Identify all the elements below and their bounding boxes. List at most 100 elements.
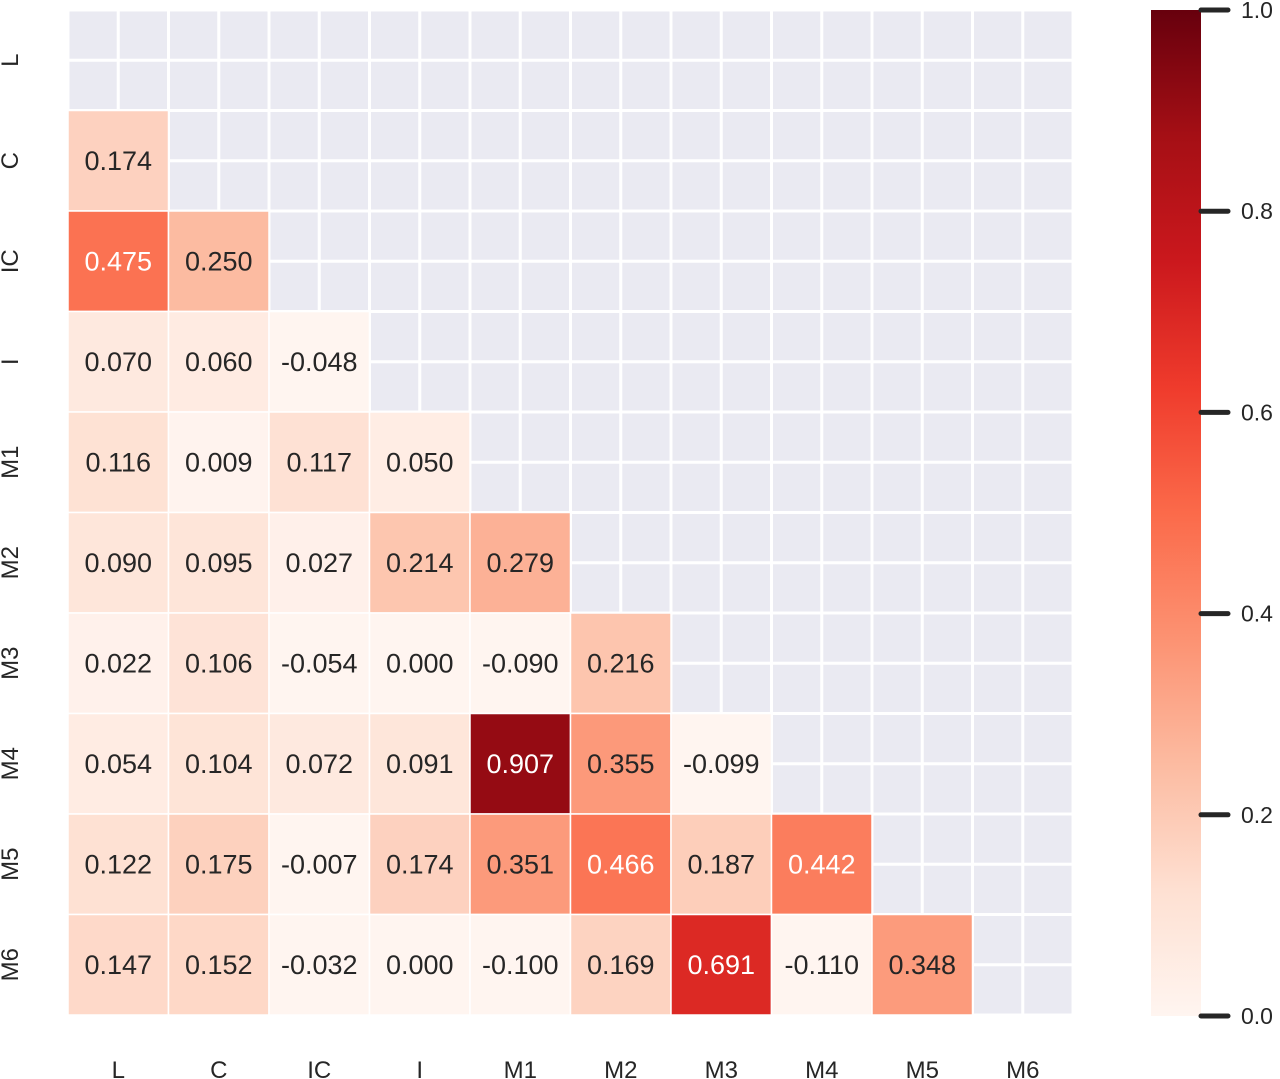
cell-value-label: 0.050	[386, 447, 454, 477]
cell-value-label: 0.060	[185, 347, 253, 377]
heatmap-cell-M3-IC	[268, 612, 371, 715]
heatmap-cell-M3-M1	[469, 612, 572, 715]
cell-value-label: 0.691	[687, 950, 755, 980]
cell-value-label: 0.214	[386, 548, 454, 578]
cell-value-label: -0.100	[482, 950, 559, 980]
heatmap-cell-M6-C	[167, 913, 270, 1016]
colorbar-tick-label: 0.0	[1241, 1003, 1273, 1029]
y-tick-label: I	[0, 358, 24, 365]
cell-value-label: 0.475	[84, 246, 152, 276]
cell-value-label: 0.022	[84, 648, 152, 678]
heatmap-cell-M6-M3	[670, 913, 773, 1016]
cell-value-label: 0.117	[286, 447, 352, 477]
heatmap-cell-M4-M2	[569, 712, 672, 815]
heatmap-cell-M5-M3	[670, 813, 773, 916]
heatmap-cell-I-C	[167, 310, 270, 413]
heatmap-cell-I-L	[67, 310, 170, 413]
colorbar-gradient	[1151, 10, 1201, 1016]
y-tick-label: IC	[0, 249, 24, 273]
cell-value-label: 0.091	[386, 749, 454, 779]
cell-value-label: 0.279	[486, 548, 554, 578]
colorbar-tick-label: 0.2	[1241, 802, 1273, 828]
heatmap-cell-M4-C	[167, 712, 270, 815]
heatmap-cells: 0.174 0.475 0.250 0.070 0.060 -0.048 0.116 0.00…	[67, 109, 974, 1016]
heatmap-cell-I-IC	[268, 310, 371, 413]
heatmap-cell-IC-C	[167, 210, 270, 313]
cell-value-label: 0.116	[85, 447, 151, 477]
colorbar-tick-label: 0.4	[1241, 601, 1273, 627]
heatmap-cell-C-L	[67, 109, 170, 212]
y-tick-label: M2	[0, 546, 24, 579]
cell-value-label: 0.174	[84, 146, 152, 176]
cell-value-label: 0.174	[386, 849, 454, 879]
cell-value-label: 0.216	[587, 648, 655, 678]
heatmap-cell-M1-C	[167, 411, 270, 514]
cell-value-label: 0.000	[386, 950, 454, 980]
y-tick-label: M3	[0, 647, 24, 680]
x-tick-label: M4	[805, 1057, 838, 1079]
y-tick-label: M4	[0, 747, 24, 780]
cell-value-label: 0.351	[486, 849, 554, 879]
cell-value-label: 0.175	[185, 849, 253, 879]
colorbar-tick-label: 0.8	[1241, 198, 1273, 224]
heatmap-cell-M1-L	[67, 411, 170, 514]
x-tick-label: L	[112, 1057, 125, 1079]
heatmap-cell-M1-IC	[268, 411, 371, 514]
cell-value-label: -0.048	[281, 347, 358, 377]
cell-value-label: 0.187	[687, 849, 755, 879]
cell-value-label: -0.090	[482, 648, 559, 678]
cell-value-label: 0.009	[185, 447, 253, 477]
x-tick-label: M1	[504, 1057, 537, 1079]
cell-value-label: 0.122	[84, 849, 152, 879]
heatmap-cell-M5-M4	[770, 813, 873, 916]
x-tick-label: M2	[604, 1057, 637, 1079]
cell-value-label: 0.072	[285, 749, 353, 779]
heatmap-cell-M6-M2	[569, 913, 672, 1016]
cell-value-label: 0.106	[185, 648, 253, 678]
cell-value-label: 0.355	[587, 749, 655, 779]
heatmap-cell-M6-M5	[871, 913, 974, 1016]
y-tick-label: C	[0, 152, 24, 169]
cell-value-label: 0.348	[888, 950, 956, 980]
plot-area: 0.174 0.475 0.250 0.070 0.060 -0.048 0.116 0.00…	[0, 8, 1075, 1079]
cell-value-label: -0.032	[281, 950, 358, 980]
cell-value-label: -0.110	[784, 950, 859, 980]
cell-value-label: 0.104	[185, 749, 253, 779]
heatmap-cell-M5-C	[167, 813, 270, 916]
y-tick-label: M6	[0, 948, 24, 981]
cell-value-label: 0.169	[587, 950, 655, 980]
heatmap-cell-M6-M4	[770, 913, 873, 1016]
cell-value-label: 0.907	[486, 749, 554, 779]
cell-value-label: 0.442	[788, 849, 856, 879]
colorbar: 0.0 0.2 0.4 0.6 0.8 1.0	[1151, 0, 1273, 1029]
x-tick-label: M6	[1006, 1057, 1039, 1079]
heatmap-cell-M6-L	[67, 913, 170, 1016]
y-tick-label: L	[0, 54, 24, 67]
x-tick-label: I	[416, 1057, 423, 1079]
x-tick-labels: L C IC I M1 M2 M3 M4 M5 M6	[112, 1057, 1040, 1079]
heatmap-cell-M5-M2	[569, 813, 672, 916]
colorbar-tick-label: 0.6	[1241, 399, 1273, 425]
cell-value-label: 0.090	[84, 548, 152, 578]
cell-value-label: 0.000	[386, 648, 454, 678]
heatmap-cell-M2-IC	[268, 511, 371, 614]
heatmap-cell-M4-M3	[670, 712, 773, 815]
cell-value-label: -0.054	[281, 648, 358, 678]
colorbar-ticks: 0.0 0.2 0.4 0.6 0.8 1.0	[1198, 0, 1273, 1029]
heatmap-cell-M6-I	[368, 913, 471, 1016]
heatmap-cell-M4-IC	[268, 712, 371, 815]
cell-value-label: 0.250	[185, 246, 253, 276]
heatmap-cell-M6-M1	[469, 913, 572, 1016]
cell-value-label: -0.007	[281, 849, 358, 879]
heatmap-cell-M2-M1	[469, 511, 572, 614]
cell-value-label: 0.147	[84, 950, 152, 980]
x-tick-label: IC	[307, 1057, 331, 1079]
heatmap-cell-IC-L	[67, 210, 170, 313]
heatmap-cell-M5-M1	[469, 813, 572, 916]
heatmap-cell-M5-I	[368, 813, 471, 916]
cell-value-label: 0.070	[84, 347, 152, 377]
cell-value-label: 0.027	[285, 548, 353, 578]
cell-value-label: 0.466	[587, 849, 655, 879]
cell-value-label: 0.054	[84, 749, 152, 779]
